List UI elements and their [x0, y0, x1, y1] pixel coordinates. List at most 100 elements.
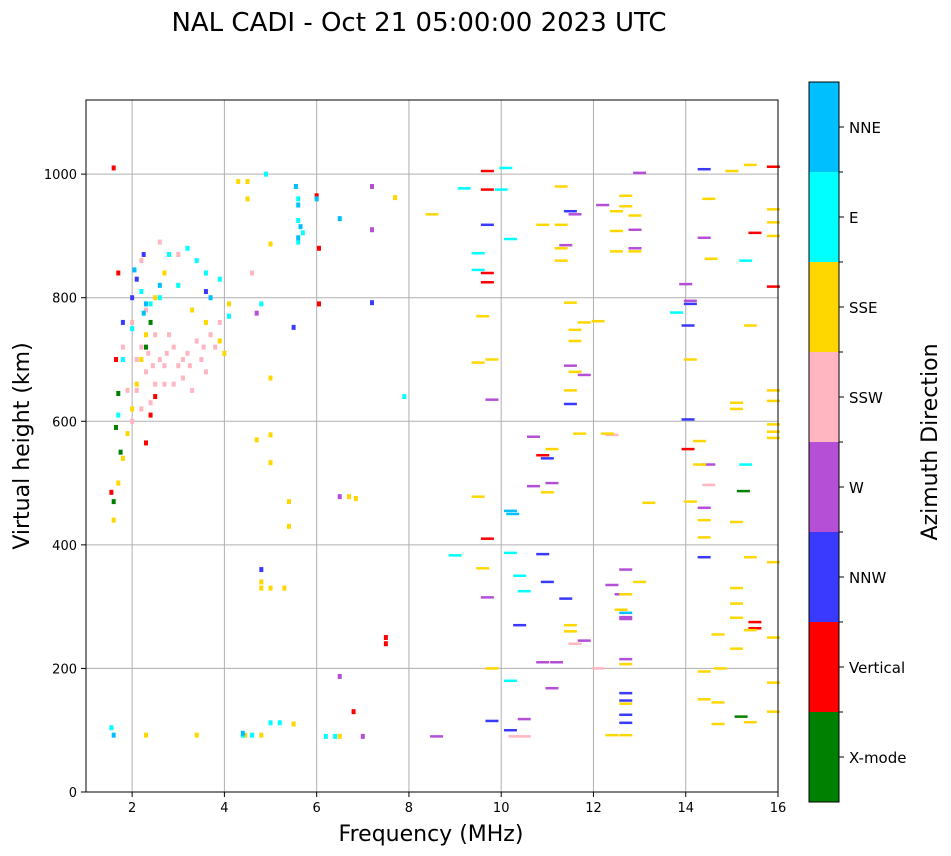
point-sse	[693, 439, 707, 443]
point-ssw	[148, 400, 153, 406]
point-sse	[130, 406, 135, 412]
point-e	[116, 412, 121, 418]
point-vertical	[116, 270, 121, 276]
point-sse	[254, 437, 259, 443]
point-sse	[766, 221, 780, 224]
point-ssw	[150, 363, 155, 369]
point-ssw	[153, 332, 158, 338]
point-sse	[143, 332, 148, 338]
colorbar-tick-label: SSE	[849, 299, 878, 317]
point-vertical	[766, 165, 780, 168]
point-e	[194, 258, 199, 264]
point-sse	[697, 698, 711, 701]
y-tick-label: 1000	[44, 168, 77, 183]
point-sse	[605, 733, 619, 737]
point-sse	[619, 702, 633, 705]
point-e	[471, 268, 485, 272]
point-sse	[563, 623, 577, 627]
point-sse	[245, 196, 250, 202]
point-sse	[563, 301, 577, 304]
point-w	[568, 213, 582, 216]
point-ssw	[591, 667, 605, 670]
point-sse	[268, 375, 273, 381]
point-nnw	[563, 402, 577, 406]
point-vertical	[681, 447, 695, 451]
point-vertical	[351, 709, 356, 715]
point-sse	[111, 517, 116, 523]
point-sse	[190, 307, 195, 313]
point-w	[679, 282, 693, 286]
x-tick-label: 2	[128, 801, 136, 816]
point-nne	[111, 732, 116, 738]
point-w	[619, 568, 633, 571]
point-w	[254, 310, 259, 316]
point-w	[337, 673, 342, 679]
point-sse	[766, 681, 780, 684]
point-ssw	[164, 350, 169, 356]
point-w	[605, 583, 619, 587]
point-ssw	[120, 344, 125, 350]
point-sse	[268, 241, 273, 247]
plot-frame	[85, 99, 779, 793]
point-sse	[162, 270, 167, 276]
y-tick-label: 800	[52, 292, 77, 307]
point-nnw	[681, 324, 695, 327]
point-e	[167, 251, 172, 257]
point-e	[296, 239, 301, 245]
point-w	[430, 735, 444, 738]
colorbar: X-mode Vertical NNW W SSW SSE E NNE	[808, 81, 906, 803]
point-vertical	[748, 620, 762, 624]
point-sse	[245, 179, 250, 185]
point-nnw	[619, 699, 633, 702]
point-w	[683, 299, 697, 303]
point-vertical	[383, 641, 388, 647]
point-ssw	[213, 344, 218, 350]
point-sse	[729, 586, 743, 590]
point-sse	[729, 407, 743, 411]
point-nnw	[540, 457, 554, 460]
point-sse	[713, 667, 727, 670]
point-sse	[540, 491, 554, 494]
point-e	[259, 301, 264, 307]
point-sse	[729, 602, 743, 605]
point-sse	[236, 179, 241, 185]
point-sse	[619, 662, 633, 666]
point-ssw	[180, 357, 185, 362]
point-sse	[628, 214, 642, 217]
point-sse	[120, 455, 125, 461]
point-sse	[282, 585, 287, 591]
point-e	[157, 295, 162, 301]
point-e	[670, 311, 684, 314]
point-ssw	[157, 357, 162, 362]
point-sse	[554, 247, 568, 250]
point-sse	[259, 732, 264, 738]
point-sse	[697, 536, 711, 539]
point-ssw	[194, 338, 199, 344]
point-e	[503, 679, 517, 683]
point-ssw	[153, 381, 158, 387]
point-ssw	[171, 344, 176, 350]
point-vertical	[480, 271, 494, 275]
point-vertical	[480, 537, 494, 540]
point-nne	[132, 267, 137, 273]
point-nne	[296, 235, 301, 241]
point-sse	[591, 319, 605, 323]
point-sse	[268, 432, 273, 438]
x-tick-label: 16	[770, 801, 787, 816]
point-w	[536, 661, 550, 664]
colorbar-segment-nnw	[809, 532, 839, 622]
point-sse	[743, 324, 757, 327]
colorbar-segment-vertical	[809, 622, 839, 712]
point-sse	[729, 401, 743, 404]
point-vertical	[314, 193, 319, 199]
point-sse	[337, 733, 342, 739]
x-tick-label: 6	[313, 801, 321, 816]
point-sse	[683, 358, 697, 361]
point-sse	[268, 460, 273, 466]
point-ssw	[176, 251, 181, 257]
point-sse	[425, 213, 439, 216]
point-e	[217, 276, 222, 282]
point-sse	[568, 370, 582, 374]
point-ssw	[199, 357, 204, 362]
